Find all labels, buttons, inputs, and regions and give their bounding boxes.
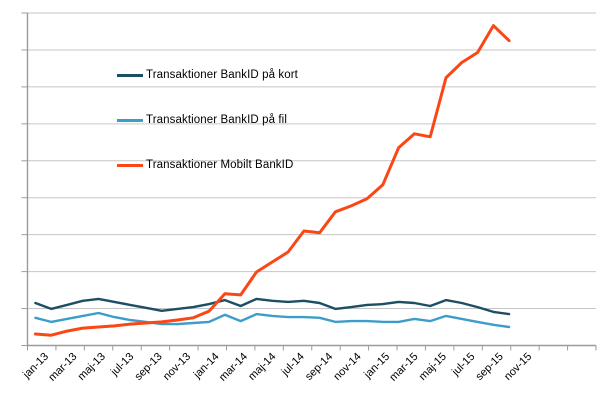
x-axis-label: jan-13 bbox=[20, 351, 51, 382]
x-axis-label: sep-15 bbox=[474, 351, 506, 383]
x-axis-label: nov-15 bbox=[502, 351, 534, 383]
legend-line-sample-fil bbox=[117, 118, 143, 122]
x-axis-label: jan-14 bbox=[191, 351, 222, 382]
legend-line-sample-kort bbox=[117, 73, 143, 77]
legend-item-bankid-kort: Transaktioner BankID på kort bbox=[117, 68, 298, 82]
x-axis-label: nov-14 bbox=[331, 351, 363, 383]
x-axis-label: sep-14 bbox=[303, 351, 335, 383]
x-axis-label: mar-15 bbox=[387, 351, 420, 384]
chart-legend: Transaktioner BankID på kort Transaktion… bbox=[117, 68, 298, 172]
legend-label-mobilt: Transaktioner Mobilt BankID bbox=[146, 159, 294, 171]
x-axis-label: maj-15 bbox=[417, 351, 449, 383]
series-line-1 bbox=[34, 311, 511, 329]
x-axis-label: maj-14 bbox=[246, 351, 278, 383]
series-line-2 bbox=[33, 24, 511, 337]
legend-label-kort: Transaktioner BankID på kort bbox=[146, 69, 298, 81]
x-axis-label: nov-13 bbox=[161, 351, 193, 383]
legend-item-bankid-fil: Transaktioner BankID på fil bbox=[117, 113, 298, 127]
x-axis-label: maj-13 bbox=[76, 351, 108, 383]
x-axis-label: mar-13 bbox=[46, 351, 79, 384]
x-axis-label: sep-13 bbox=[132, 351, 164, 383]
series-line-0 bbox=[34, 297, 511, 316]
x-axis-label: jan-15 bbox=[361, 351, 392, 382]
x-axis-label: mar-14 bbox=[217, 351, 250, 384]
legend-label-fil: Transaktioner BankID på fil bbox=[146, 114, 287, 126]
legend-item-mobilt-bankid: Transaktioner Mobilt BankID bbox=[117, 158, 298, 172]
legend-line-sample-mobilt bbox=[117, 163, 143, 167]
